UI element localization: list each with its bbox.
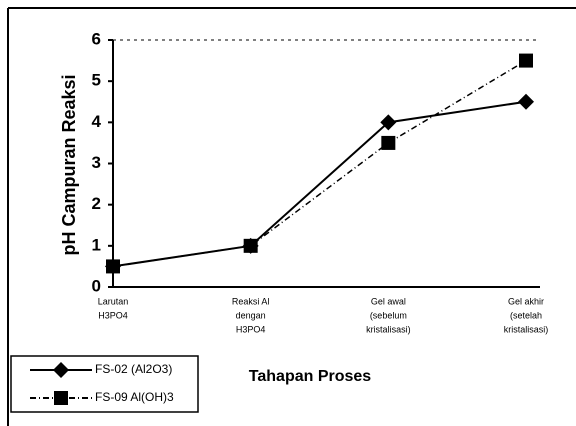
legend-label: FS-09 Al(OH)3 xyxy=(95,390,174,404)
marker xyxy=(106,259,120,274)
series-line xyxy=(112,59,527,268)
x-tick-label: Gel akhir xyxy=(508,296,544,306)
x-tick-label: H3PO4 xyxy=(236,324,266,334)
x-tick-label: (setelah xyxy=(510,310,542,320)
marker xyxy=(380,114,397,131)
x-tick-label: Gel awal xyxy=(371,296,406,306)
x-tick-label: Reaksi Al xyxy=(232,296,270,306)
x-tick-label: kristalisasi) xyxy=(504,324,549,334)
x-tick-label: (sebelum xyxy=(370,310,407,320)
y-tick-label: 4 xyxy=(92,112,102,131)
y-tick-label: 1 xyxy=(92,235,101,254)
marker xyxy=(518,93,534,110)
marker xyxy=(519,53,533,68)
y-tick-label: 3 xyxy=(92,153,101,172)
x-tick-label: Larutan xyxy=(98,296,129,306)
series-line xyxy=(112,100,527,268)
x-tick-label: H3PO4 xyxy=(98,310,128,320)
legend-label: FS-02 (Al2O3) xyxy=(95,362,172,376)
y-tick-label: 5 xyxy=(92,71,101,90)
marker xyxy=(53,362,69,378)
marker xyxy=(381,135,396,150)
x-tick-label: kristalisasi) xyxy=(366,324,411,334)
marker xyxy=(243,238,258,253)
legend-box xyxy=(10,355,199,413)
y-axis-label: pH Campuran Reaksi xyxy=(59,74,79,255)
marker xyxy=(54,391,68,405)
x-axis-label: Tahapan Proses xyxy=(249,368,372,385)
x-tick-label: dengan xyxy=(236,310,266,320)
y-tick-label: 6 xyxy=(92,29,101,48)
y-tick-label: 0 xyxy=(92,276,101,295)
y-tick-label: 2 xyxy=(92,194,101,213)
